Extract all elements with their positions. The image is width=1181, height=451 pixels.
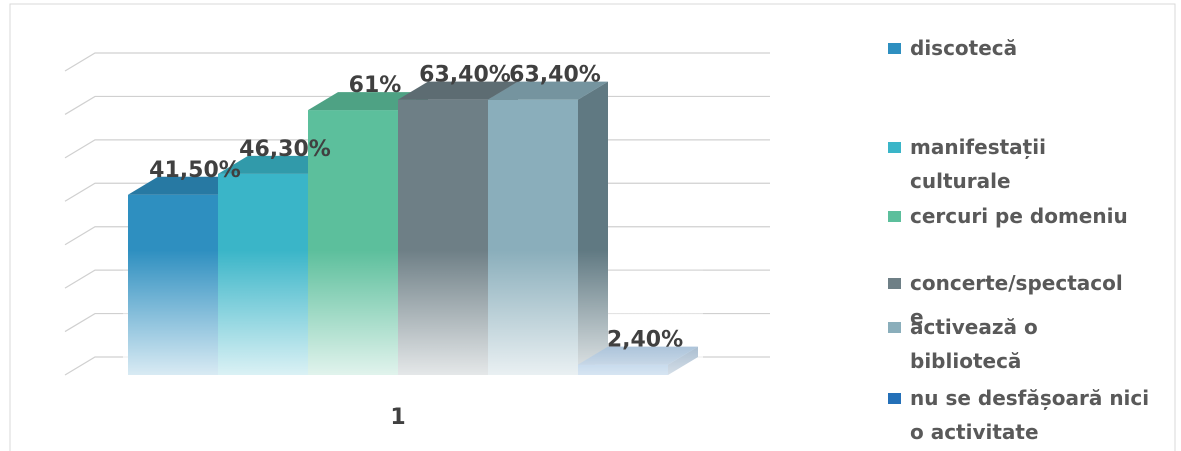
legend-label: cercuri pe domeniu — [910, 204, 1128, 228]
legend-item: nu se desfășoară nici o activitate — [888, 381, 1150, 449]
legend-swatch — [888, 43, 901, 54]
legend-label: activează o bibliotecă — [910, 315, 1038, 373]
legend-label: manifestații culturale — [910, 135, 1046, 193]
legend-label: discotecă — [910, 36, 1018, 60]
legend-swatch — [888, 142, 901, 153]
floor-fade — [123, 250, 703, 380]
bar-top-shade — [398, 81, 518, 100]
x-tick-label: 1 — [390, 405, 405, 430]
value-label: 63,40% — [509, 63, 601, 88]
legend-item: concerte/spectacole — [888, 266, 1150, 334]
bar-top-shade — [488, 81, 608, 100]
value-label: 41,50% — [149, 158, 241, 183]
value-label: 63,40% — [419, 63, 511, 88]
legend-swatch — [888, 393, 901, 404]
legend-item: manifestații culturale — [888, 130, 1150, 198]
legend-swatch — [888, 322, 901, 333]
value-label: 2,40% — [607, 328, 683, 353]
legend-item: discotecă — [888, 31, 1150, 65]
bar-top — [398, 81, 518, 100]
bar-top — [488, 81, 608, 100]
legend-label: nu se desfășoară nici o activitate — [910, 386, 1150, 444]
chart-border — [9, 3, 1176, 451]
legend-swatch — [888, 278, 901, 289]
legend-swatch — [888, 211, 901, 222]
legend-label: concerte/spectacole — [910, 271, 1123, 329]
value-label: 61% — [349, 73, 402, 98]
value-label: 46,30% — [239, 137, 331, 162]
legend-item: cercuri pe domeniu — [888, 199, 1150, 233]
legend-item: activează o bibliotecă — [888, 310, 1150, 378]
grid-line — [64, 52, 770, 72]
